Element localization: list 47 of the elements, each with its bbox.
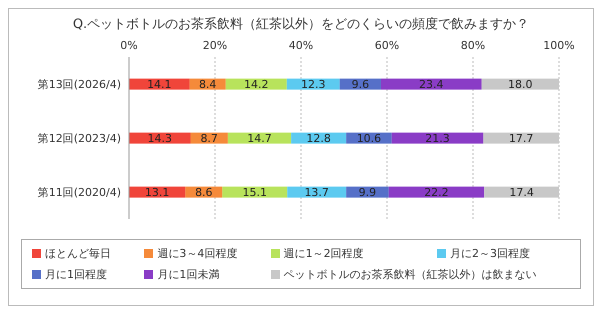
data-label: 12.8: [306, 132, 331, 146]
x-tick-label: 40%: [288, 39, 314, 52]
bar: [380, 78, 482, 90]
data-label: 12.3: [301, 78, 326, 92]
y-tick-label: 第13回(2026/4): [38, 78, 121, 91]
bar: [482, 78, 559, 90]
data-label: 21.3: [425, 132, 450, 146]
x-tick-label: 100%: [543, 39, 575, 52]
data-label: 17.7: [508, 132, 534, 146]
y-tick-label: 第12回(2023/4): [38, 132, 121, 145]
legend-label: ペットボトルのお茶系飲料（紅茶以外）は飲まない: [284, 267, 537, 282]
data-label: 17.4: [509, 186, 534, 200]
legend-label: ほとんど毎日: [45, 246, 111, 261]
data-label: 15.1: [242, 186, 268, 200]
data-label: 23.4: [419, 78, 444, 92]
bar: [222, 186, 288, 198]
data-label: 14.1: [147, 78, 172, 92]
data-label: 22.2: [424, 186, 449, 200]
data-label: 9.9: [358, 186, 376, 200]
legend-label: 週に3～4回程度: [157, 246, 238, 261]
bar: [228, 132, 292, 144]
bar: [287, 186, 346, 198]
bar: [483, 132, 559, 144]
y-tick-label: 第11回(2020/4): [38, 186, 121, 199]
x-tick-label: 0%: [120, 39, 138, 52]
data-label: 14.3: [147, 132, 172, 146]
legend-label: 月に1回未満: [157, 267, 220, 282]
data-label: 18.0: [508, 78, 533, 92]
legend-label: 月に1回程度: [45, 267, 107, 282]
data-label: 8.7: [200, 132, 218, 146]
bar: [484, 186, 559, 198]
data-label: 8.6: [195, 186, 213, 200]
data-label: 10.6: [356, 132, 382, 146]
data-label: 8.4: [198, 78, 216, 92]
chart-title: Q.ペットボトルのお茶系飲料（紅茶以外）をどのくらいの頻度で飲みますか？: [72, 16, 530, 33]
data-label: 14.7: [247, 132, 272, 146]
data-label: 13.7: [304, 186, 329, 200]
legend-label: 月に2～3回程度: [450, 246, 530, 261]
x-tick-label: 80%: [460, 39, 486, 52]
bar: [388, 186, 484, 198]
bar: [392, 132, 484, 144]
legend-label: 週に1～2回程度: [284, 246, 364, 261]
x-tick-label: 60%: [374, 39, 400, 52]
data-label: 14.2: [244, 78, 269, 92]
data-label: 9.6: [352, 78, 370, 92]
data-label: 13.1: [144, 186, 170, 200]
x-tick-label: 20%: [202, 39, 228, 52]
